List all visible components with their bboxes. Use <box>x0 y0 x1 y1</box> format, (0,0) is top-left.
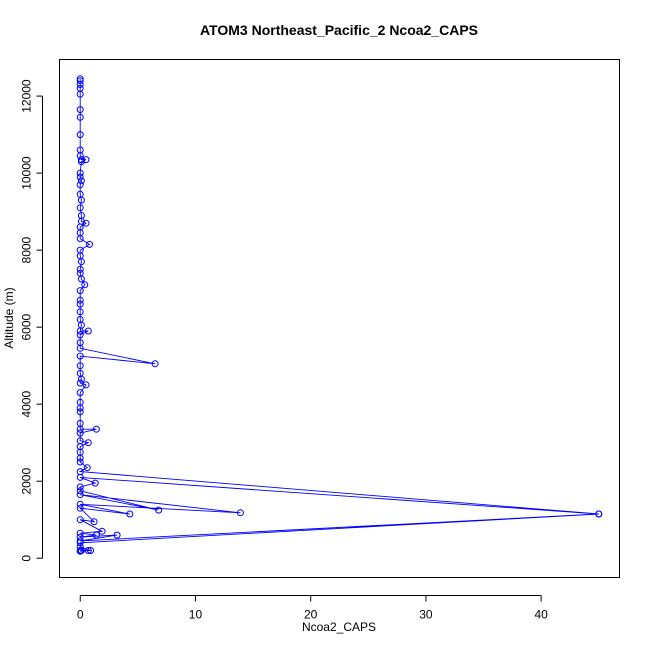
data-point <box>76 181 84 189</box>
data-point <box>76 458 84 466</box>
data-point <box>76 81 84 88</box>
data-point <box>76 296 84 304</box>
data-point <box>76 487 84 495</box>
data-point <box>76 173 84 181</box>
data-point <box>76 473 84 481</box>
data-point <box>92 531 100 539</box>
y-tick-label: 6000 <box>20 313 34 340</box>
x-tick-label: 30 <box>419 608 433 622</box>
data-point <box>77 156 85 164</box>
data-point <box>113 531 121 539</box>
x-axis: 0 10 20 30 40 <box>77 595 548 622</box>
data-point <box>86 240 93 248</box>
data-point <box>82 381 90 389</box>
y-tick-label: 0 <box>20 555 34 562</box>
data-point <box>126 510 134 518</box>
data-point <box>76 327 84 335</box>
data-point <box>76 483 84 491</box>
data-point <box>76 265 84 273</box>
data-point <box>76 169 84 177</box>
data-point <box>76 352 84 360</box>
data-point <box>76 331 84 339</box>
data-point <box>77 547 85 554</box>
data-point <box>76 131 84 139</box>
data-point <box>76 106 84 114</box>
x-tick-label: 20 <box>304 608 318 622</box>
data-point <box>155 506 163 514</box>
data-point <box>76 408 84 416</box>
y-tick-label: 8000 <box>20 236 34 263</box>
data-point <box>76 235 84 243</box>
data-point <box>77 196 85 204</box>
x-tick-label: 10 <box>189 608 203 622</box>
data-point <box>92 425 100 433</box>
data-point <box>77 275 85 283</box>
data-point <box>84 547 92 554</box>
y-tick-label: 2000 <box>20 468 34 495</box>
data-point <box>76 539 84 547</box>
data-point <box>76 90 84 98</box>
y-tick-label: 4000 <box>20 391 34 418</box>
data-point <box>76 362 84 370</box>
data-point <box>82 219 90 227</box>
data-point <box>76 308 84 316</box>
data-point <box>76 344 84 352</box>
data-point <box>77 177 85 185</box>
data-point <box>76 425 84 433</box>
data-point <box>76 543 84 551</box>
data-point <box>76 389 84 397</box>
data-point <box>90 518 98 526</box>
data-point <box>84 327 92 335</box>
data-point <box>76 529 84 537</box>
data-point <box>91 479 99 487</box>
data-point <box>77 258 85 266</box>
data-point <box>76 300 84 308</box>
data-point <box>76 491 84 499</box>
data-point <box>76 287 84 295</box>
data-point <box>76 429 84 437</box>
y-tick-label: 12000 <box>20 79 34 113</box>
data-point <box>76 504 84 512</box>
data-point <box>77 375 85 383</box>
data-point <box>83 464 91 472</box>
data-point <box>77 158 85 166</box>
data-point <box>76 204 84 212</box>
data-point <box>76 547 84 555</box>
data-point <box>76 500 84 508</box>
data-point <box>76 516 84 524</box>
data-point <box>76 77 84 85</box>
chart-title: ATOM3 Northeast_Pacific_2 Ncoa2_CAPS <box>200 22 478 38</box>
y-axis-label: Altitude (m) <box>2 287 16 348</box>
data-point <box>236 509 244 517</box>
plot-frame <box>59 59 620 578</box>
data-point <box>76 404 84 412</box>
data-point <box>81 281 89 289</box>
y-tick-label: 10000 <box>20 156 34 190</box>
series-group <box>76 75 603 555</box>
x-tick-label: 0 <box>77 608 84 622</box>
data-point <box>87 547 95 554</box>
data-point <box>151 360 159 368</box>
x-tick-label: 40 <box>534 608 548 622</box>
data-point <box>76 454 84 462</box>
y-axis: 0 2000 4000 6000 8000 10000 12000 <box>20 79 43 562</box>
data-point <box>76 113 84 121</box>
x-axis-label: Ncoa2_CAPS <box>302 620 376 634</box>
data-point <box>98 527 106 535</box>
data-point <box>82 156 90 164</box>
data-point <box>84 439 92 447</box>
data-point <box>595 510 603 518</box>
